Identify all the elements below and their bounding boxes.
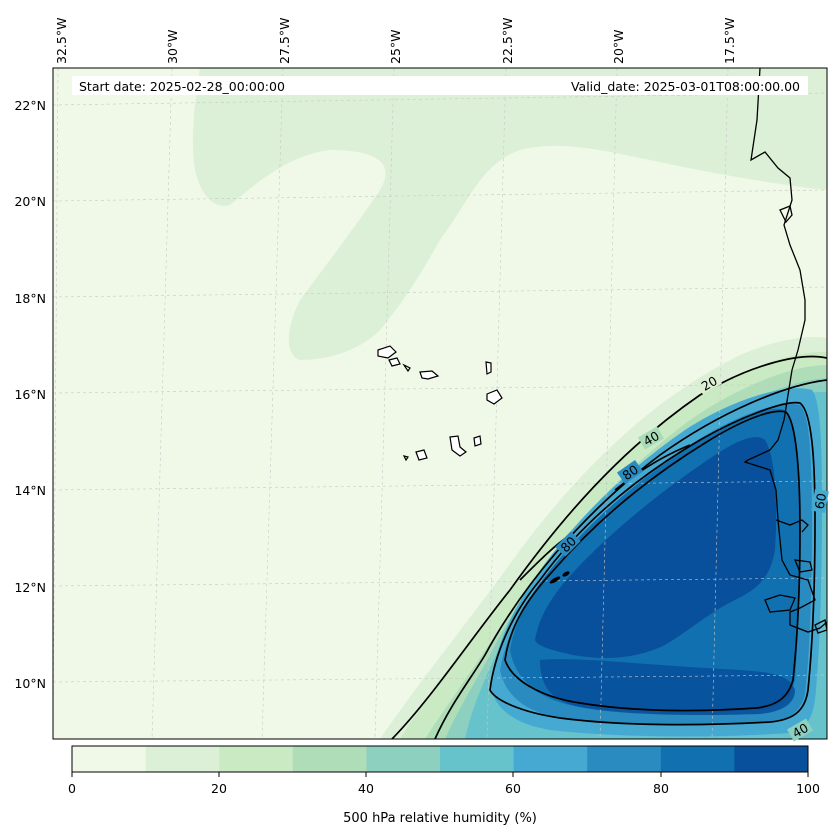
island-brava (402, 455, 409, 462)
coast-detail-5 (779, 205, 793, 224)
lon-tick-22-5w: 22.5°W (500, 18, 515, 64)
rh-band-10 (192, 68, 827, 360)
lat-tick-16n: 16°N (14, 387, 46, 402)
contour-label-20: 20 (699, 373, 720, 394)
rh-band-90 (535, 437, 777, 658)
island-sal (485, 361, 492, 375)
island-sao-vicente (388, 357, 401, 367)
cape-verde-islands (377, 345, 503, 462)
coast-detail-1 (775, 519, 809, 533)
cb-tick-40: 40 (358, 781, 374, 796)
lat-tick-14n: 14°N (14, 483, 46, 498)
cb-tick-100: 100 (796, 781, 820, 796)
lat-tick-12n: 12°N (14, 580, 46, 595)
africa-coast (743, 68, 827, 633)
colorbar-segment (219, 746, 294, 772)
contour-label-40b: 40 (790, 720, 811, 741)
island-santiago (449, 435, 468, 457)
contour-80b (614, 444, 691, 491)
contour-label-80a: 80 (619, 462, 641, 483)
colorbar-segment (660, 746, 735, 772)
island-fogo (415, 449, 428, 461)
colorbar (72, 746, 809, 772)
humidity-field (53, 68, 827, 739)
contour-20 (391, 355, 827, 739)
colorbar-segment (513, 746, 588, 772)
rh-core-blobs (549, 571, 570, 584)
contour-label-40a: 40 (641, 428, 662, 449)
colorbar-segment (366, 746, 441, 772)
rh-contours (391, 355, 827, 739)
coast-detail-3 (793, 559, 813, 573)
colorbar-segment (734, 746, 809, 772)
lon-tick-17-5w: 17.5°W (722, 18, 737, 64)
lat-tick-22n: 22°N (14, 98, 46, 113)
island-santo-antao (377, 345, 397, 359)
contour-80a (504, 410, 801, 712)
map-frame (52, 67, 828, 740)
colorbar-segment (72, 746, 147, 772)
colorbar-ticks (71, 772, 809, 777)
start-date-label: Start date: 2025-02-28_00:00:00 (79, 79, 285, 94)
lon-tick-labels: 32.5°W 30°W 27.5°W 25°W 22.5°W 20°W 17.5… (54, 18, 737, 64)
lat-tick-18n: 18°N (14, 291, 46, 306)
lon-tick-30w: 30°W (165, 29, 180, 64)
colorbar-segment (292, 746, 367, 772)
island-maio (473, 435, 482, 447)
gridlines (53, 68, 827, 739)
cb-tick-20: 20 (211, 781, 227, 796)
contour-label-60: 60 (812, 492, 830, 510)
colorbar-tick-labels: 0 20 40 60 80 100 (68, 781, 820, 796)
coast-detail-2 (764, 594, 796, 613)
lon-tick-32-5w: 32.5°W (54, 18, 69, 64)
header-strip (72, 76, 808, 95)
rh-band-90-b (540, 659, 795, 716)
island-boa-vista (486, 389, 503, 405)
contour-40 (434, 379, 827, 739)
colorbar-segment (145, 746, 220, 772)
coast-detail-4 (814, 619, 827, 634)
cb-tick-80: 80 (653, 781, 669, 796)
island-santa-luzia (402, 363, 411, 373)
lon-tick-20w: 20°W (611, 29, 626, 64)
cb-tick-60: 60 (505, 781, 521, 796)
lat-tick-10n: 10°N (14, 676, 46, 691)
lon-tick-25w: 25°W (388, 29, 403, 64)
colorbar-segment (440, 746, 515, 772)
cb-tick-0: 0 (68, 781, 76, 796)
lat-tick-labels: 22°N 20°N 18°N 16°N 14°N 12°N 10°N (14, 98, 46, 691)
colorbar-label: 500 hPa relative humidity (%) (343, 811, 537, 826)
lon-tick-27-5w: 27.5°W (277, 18, 292, 64)
lat-tick-20n: 20°N (14, 194, 46, 209)
island-sao-nicolau (419, 370, 440, 380)
colorbar-segment (587, 746, 662, 772)
valid-date-label: Valid_date: 2025-03-01T08:00:00.00 (571, 79, 800, 94)
colorbar-frame (71, 745, 809, 773)
coastline (743, 68, 827, 634)
